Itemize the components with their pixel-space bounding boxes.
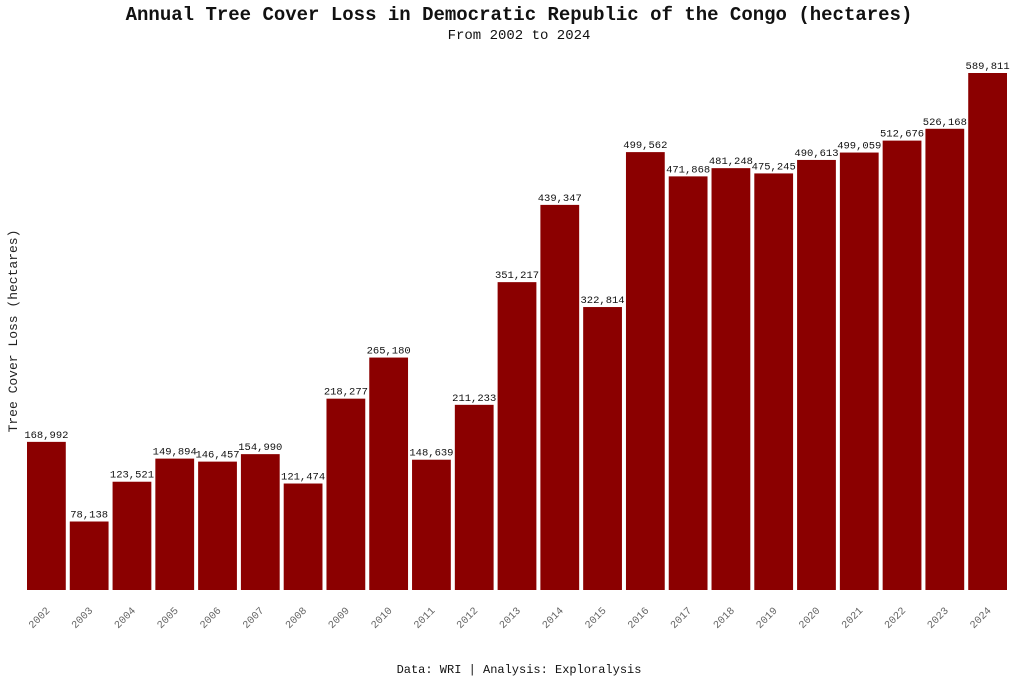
data-label-2020: 490,613 [794,148,838,160]
data-label-2003: 78,138 [70,510,108,522]
x-tick-2011: 2011 [412,605,438,631]
data-label-2022: 512,676 [880,129,924,141]
x-tick-2009: 2009 [326,605,352,631]
data-label-2014: 439,347 [538,193,582,205]
data-label-2024: 589,811 [966,61,1010,73]
x-tick-2018: 2018 [711,605,737,631]
x-tick-2016: 2016 [626,605,652,631]
bar-2010 [369,357,409,590]
data-label-2002: 168,992 [24,430,68,442]
data-label-2019: 475,245 [752,161,796,173]
bar-2014 [540,204,580,590]
x-tick-2015: 2015 [583,605,609,631]
x-tick-2023: 2023 [925,605,951,631]
data-label-2015: 322,814 [581,295,625,307]
y-axis-label: Tree Cover Loss (hectares) [6,230,21,433]
bar-2021 [839,152,879,591]
x-tick-2021: 2021 [840,605,866,631]
data-label-2008: 121,474 [281,472,325,484]
chart-caption: Data: WRI | Analysis: Exploralysis [397,663,642,677]
data-label-2021: 499,059 [837,141,881,153]
bar-2022 [882,140,922,591]
data-label-2018: 481,248 [709,156,753,168]
bar-2012 [454,404,494,590]
bar-2024 [968,73,1007,590]
x-tick-2005: 2005 [155,605,181,631]
bar-2003 [69,521,109,590]
bar-2004 [112,481,152,590]
x-tick-2019: 2019 [754,605,780,631]
chart-subtitle: From 2002 to 2024 [448,28,591,44]
bar-2008 [283,483,323,590]
data-label-2007: 154,990 [238,442,282,454]
bar-2002 [27,441,66,590]
x-tick-2006: 2006 [198,605,224,631]
data-label-2013: 351,217 [495,270,539,282]
data-label-2004: 123,521 [110,470,154,482]
x-tick-2004: 2004 [112,605,138,631]
bar-2006 [198,461,237,590]
bar-2019 [754,173,794,591]
bar-2017 [668,176,708,590]
x-tick-2007: 2007 [241,605,267,631]
data-label-2012: 211,233 [452,393,496,405]
x-tick-2024: 2024 [968,605,994,631]
bar-2015 [583,307,622,590]
data-label-2011: 148,639 [409,448,453,460]
x-tick-labels-group: 2002 2003 2004 2005 2006 2007 2008 2009 2010 2011… [27,605,995,631]
x-tick-2008: 2008 [284,605,310,631]
bar-2018 [711,168,751,590]
data-label-2017: 471,868 [666,164,710,176]
x-tick-2002: 2002 [27,605,53,631]
bar-2011 [412,459,451,590]
bar-2009 [326,398,366,590]
x-tick-2010: 2010 [369,605,395,631]
x-tick-2022: 2022 [883,605,909,631]
data-label-2006: 146,457 [195,450,239,462]
chart-title: Annual Tree Cover Loss in Democratic Rep… [126,4,913,26]
bar-2007 [240,454,280,590]
bar-2023 [925,128,965,591]
data-labels-group: 168,992 78,138 123,521 149,894146,457154,99… [24,61,1009,522]
x-tick-2012: 2012 [455,605,481,631]
bar-2013 [497,282,537,590]
bar-2016 [625,152,665,591]
data-label-2023: 526,168 [923,117,967,129]
data-label-2016: 499,562 [623,140,667,152]
x-tick-2003: 2003 [70,605,96,631]
data-label-2010: 265,180 [367,346,411,358]
data-label-2005: 149,894 [153,447,197,459]
x-tick-2017: 2017 [669,605,695,631]
x-tick-2020: 2020 [797,605,823,631]
x-tick-2013: 2013 [498,605,524,631]
data-label-2009: 218,277 [324,387,368,399]
bar-2020 [797,159,836,590]
bars-group [27,73,1007,591]
x-tick-2014: 2014 [540,605,566,631]
bar-2005 [155,458,195,590]
